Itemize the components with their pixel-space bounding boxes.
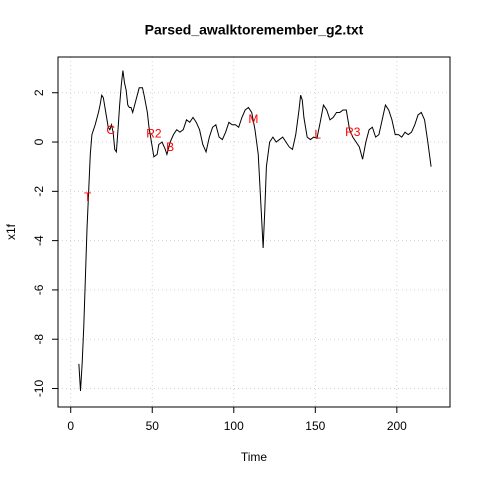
annotation: B bbox=[166, 140, 174, 154]
data-line bbox=[78, 70, 432, 392]
annotation: R2 bbox=[146, 126, 162, 140]
chart-title: Parsed_awalktoremember_g2.txt bbox=[145, 22, 364, 38]
annotation: M bbox=[248, 112, 258, 126]
y-tick-label: -10 bbox=[32, 380, 46, 398]
x-tick-label: 50 bbox=[146, 419, 160, 433]
y-tick-label: 0 bbox=[32, 138, 46, 145]
annotation: T bbox=[84, 190, 92, 204]
plot-frame bbox=[57, 56, 451, 408]
y-tick-label: -6 bbox=[32, 284, 46, 295]
x-tick-label: 100 bbox=[224, 419, 244, 433]
y-tick-label: -4 bbox=[32, 235, 46, 246]
y-tick-label: -2 bbox=[32, 186, 46, 197]
annotation: R3 bbox=[345, 125, 361, 139]
x-axis-label: Time bbox=[241, 450, 268, 464]
x-tick-label: 200 bbox=[387, 419, 407, 433]
y-tick-label: -8 bbox=[32, 334, 46, 345]
x-tick-label: 150 bbox=[305, 419, 325, 433]
y-tick-label: 2 bbox=[32, 89, 46, 96]
annotation: C bbox=[106, 123, 115, 137]
annotation: L bbox=[314, 127, 321, 141]
y-axis-label: x1f bbox=[4, 223, 18, 240]
x-tick-label: 0 bbox=[67, 419, 74, 433]
